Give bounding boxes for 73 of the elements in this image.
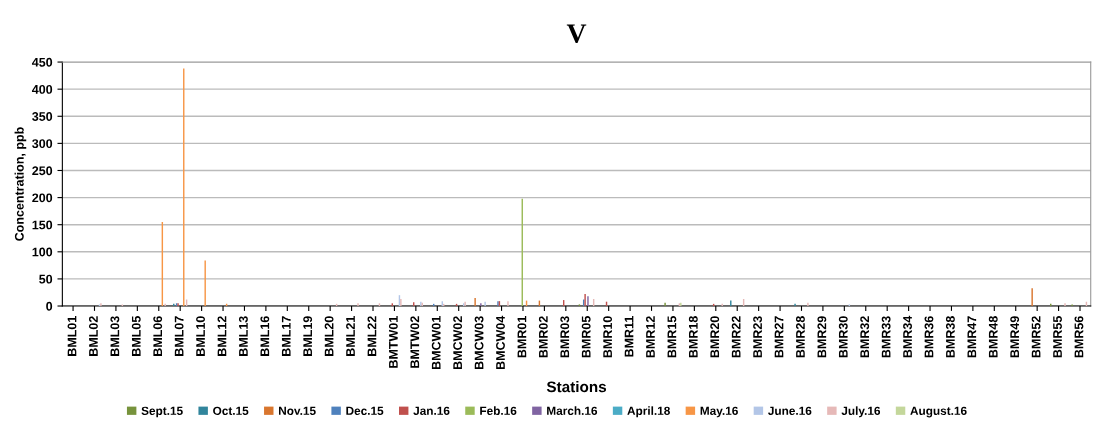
legend-label: June.16	[768, 406, 812, 415]
x-tick-label: BML17	[281, 316, 291, 356]
legend-label: Dec.15	[346, 406, 384, 415]
x-tick-label: BMR15	[667, 316, 677, 358]
x-tick-label: BMR34	[903, 315, 912, 358]
x-tick-label: BML13	[238, 316, 248, 356]
y-tick-label: 300	[32, 139, 53, 149]
y-axis-title: Concentration, ppb	[14, 127, 27, 241]
x-tick-label: BML03	[110, 316, 120, 356]
x-tick-label: BMTW02	[410, 316, 420, 368]
chart-title: V	[566, 24, 587, 44]
x-tick-label: BMR33	[881, 316, 891, 358]
x-tick-label: BMR36	[924, 316, 934, 358]
x-tick-label: BML20	[324, 316, 334, 356]
x-tick-label: BMR52	[1031, 316, 1041, 358]
x-tick-label: BMR30	[838, 316, 848, 358]
x-tick-label: BMR05	[581, 316, 591, 358]
x-tick-label: BMR47	[967, 316, 977, 358]
x-tick-label: BMTW01	[388, 316, 398, 368]
x-tick-label: BMR49	[1010, 316, 1020, 358]
x-tick-label: BMR10	[603, 316, 613, 358]
x-tick-label: BMR28	[796, 316, 805, 358]
legend-label: Sept.15	[141, 406, 183, 418]
x-tick-label: BMR27	[774, 316, 784, 358]
x-tick-label: BMR22	[731, 316, 741, 358]
x-tick-label: BML12	[217, 316, 227, 356]
x-tick-label: BML07	[174, 316, 184, 356]
x-tick-label: BMCW03	[474, 316, 484, 370]
legend-label: March.16	[547, 406, 598, 415]
y-tick-label: 50	[39, 274, 53, 284]
x-tick-label: BMR03	[560, 316, 570, 358]
y-tick-label: 200	[32, 193, 53, 203]
x-tick-label: BMR01	[517, 316, 527, 358]
x-tick-label: BMR12	[646, 316, 655, 358]
legend-label: August.16	[910, 406, 967, 418]
x-tick-label: BMR55	[1053, 316, 1062, 358]
x-tick-label: BML06	[153, 316, 163, 356]
x-tick-label: BML16	[260, 316, 270, 356]
x-axis-title: Stations	[546, 381, 607, 393]
y-tick-label: 350	[32, 112, 53, 121]
y-tick-label: 450	[31, 57, 53, 67]
x-tick-label: BMCW02	[453, 316, 463, 370]
legend-label: Oct.15	[213, 406, 249, 415]
x-tick-label: BMR38	[945, 316, 955, 358]
x-tick-label: BMR48	[988, 316, 998, 358]
legend-label: May.16	[700, 406, 738, 418]
legend-label: Jan.16	[413, 406, 450, 415]
x-tick-label: BMR20	[710, 316, 720, 358]
x-tick-label: BMR11	[624, 316, 634, 357]
x-tick-label: BMR32	[860, 316, 870, 358]
x-tick-label: BML19	[303, 316, 313, 356]
x-tick-label: BMCW04	[496, 315, 505, 370]
x-tick-label: BML21	[346, 316, 355, 356]
x-tick-label: BML22	[367, 316, 377, 356]
y-tick-label: 400	[31, 84, 53, 94]
x-tick-label: BMR29	[817, 316, 827, 358]
x-tick-label: BMR02	[538, 316, 548, 358]
legend-label: Feb.16	[480, 406, 517, 415]
x-tick-label: BMCW01	[431, 316, 441, 370]
legend-label: April.18	[627, 406, 670, 418]
x-tick-label: BMR23	[753, 316, 763, 358]
x-tick-label: BML10	[196, 316, 205, 356]
y-tick-label: 100	[32, 247, 53, 257]
x-tick-label: BMR18	[688, 316, 698, 358]
y-tick-label: 250	[32, 166, 53, 176]
y-tick-label: 150	[32, 220, 53, 230]
x-tick-label: BML01	[67, 316, 77, 356]
x-tick-label: BMR56	[1074, 316, 1084, 358]
legend-label: July.16	[841, 406, 881, 418]
x-tick-label: BML02	[89, 316, 98, 356]
y-tick-label: 0	[46, 301, 53, 311]
x-tick-label: BML05	[131, 316, 141, 356]
legend-label: Nov.15	[279, 406, 316, 415]
